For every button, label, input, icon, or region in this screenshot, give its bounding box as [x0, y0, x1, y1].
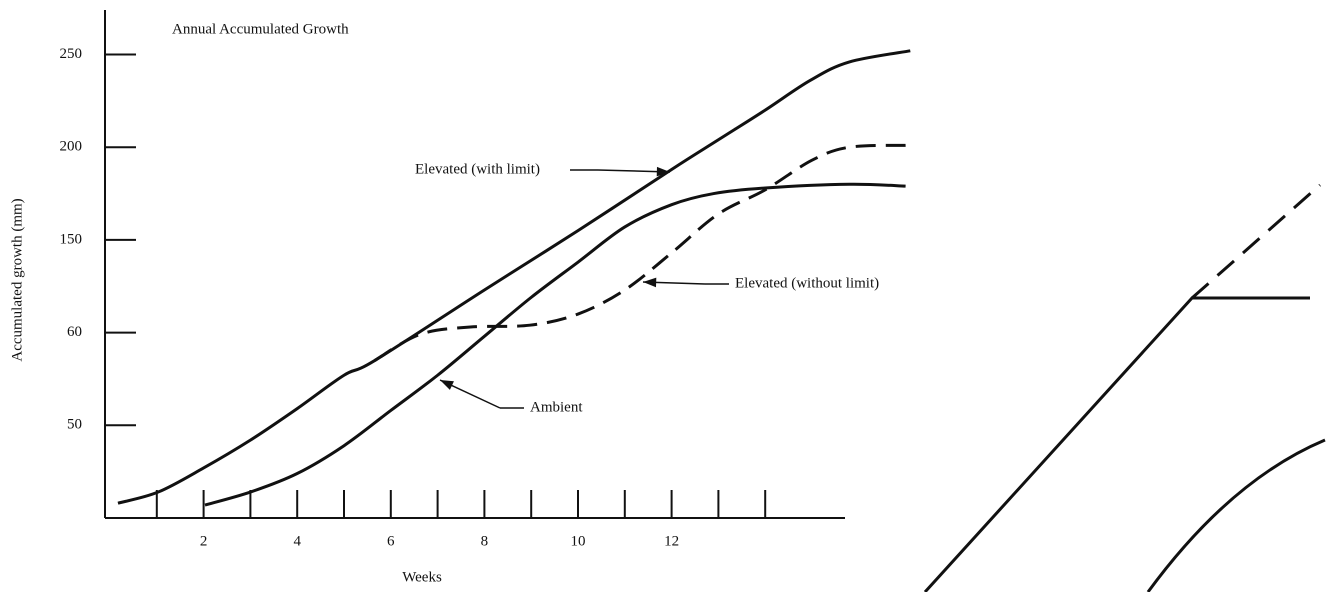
fragment-line — [1146, 438, 1326, 592]
series-line — [374, 143, 906, 362]
annotation-arrowhead — [643, 277, 657, 288]
fragment-chart — [923, 183, 1326, 592]
x-axis-label: Weeks — [402, 569, 442, 585]
y-tick-label: 150 — [60, 231, 83, 247]
fragment-line — [1191, 183, 1321, 300]
annotation-arrowhead — [656, 166, 670, 177]
series-annotation: Ambient — [530, 399, 583, 415]
x-tick-label: 2 — [200, 533, 208, 549]
annotation-arrowhead — [440, 380, 454, 390]
y-tick-label: 250 — [60, 46, 83, 62]
y-tick-label: 200 — [60, 139, 83, 155]
series-annotation: Elevated (without limit) — [735, 275, 879, 291]
series-annotation: Elevated (with limit) — [415, 161, 540, 177]
y-tick-label: 50 — [67, 417, 82, 433]
fragment-line — [923, 296, 1310, 592]
y-axis-label: Accumulated growth (mm) — [9, 198, 25, 361]
chart-title: Annual Accumulated Growth — [172, 21, 349, 37]
x-tick-label: 4 — [293, 533, 301, 549]
x-tick-label: 8 — [481, 533, 489, 549]
x-tick-label: 12 — [664, 533, 679, 549]
y-tick-label: 60 — [67, 324, 82, 340]
x-tick-label: 10 — [571, 533, 586, 549]
series-line — [117, 49, 911, 505]
series-line — [204, 182, 906, 507]
x-tick-label: 6 — [387, 533, 395, 549]
